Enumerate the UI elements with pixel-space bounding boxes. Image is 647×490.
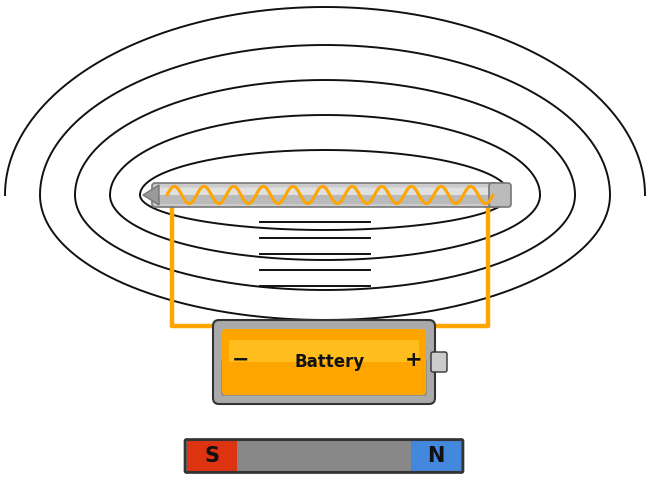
FancyBboxPatch shape — [221, 360, 427, 396]
FancyBboxPatch shape — [489, 183, 511, 207]
Text: Battery: Battery — [295, 353, 365, 371]
FancyBboxPatch shape — [222, 329, 426, 395]
FancyBboxPatch shape — [152, 183, 498, 207]
Text: N: N — [428, 446, 444, 466]
FancyBboxPatch shape — [186, 441, 237, 471]
FancyBboxPatch shape — [431, 352, 447, 372]
Text: −: − — [232, 350, 250, 370]
FancyBboxPatch shape — [156, 195, 494, 204]
FancyBboxPatch shape — [229, 340, 419, 362]
FancyBboxPatch shape — [156, 188, 494, 195]
FancyBboxPatch shape — [184, 439, 463, 473]
FancyBboxPatch shape — [411, 441, 461, 471]
Text: +: + — [405, 350, 422, 370]
FancyBboxPatch shape — [213, 320, 435, 404]
Polygon shape — [143, 185, 159, 205]
Text: S: S — [204, 446, 219, 466]
